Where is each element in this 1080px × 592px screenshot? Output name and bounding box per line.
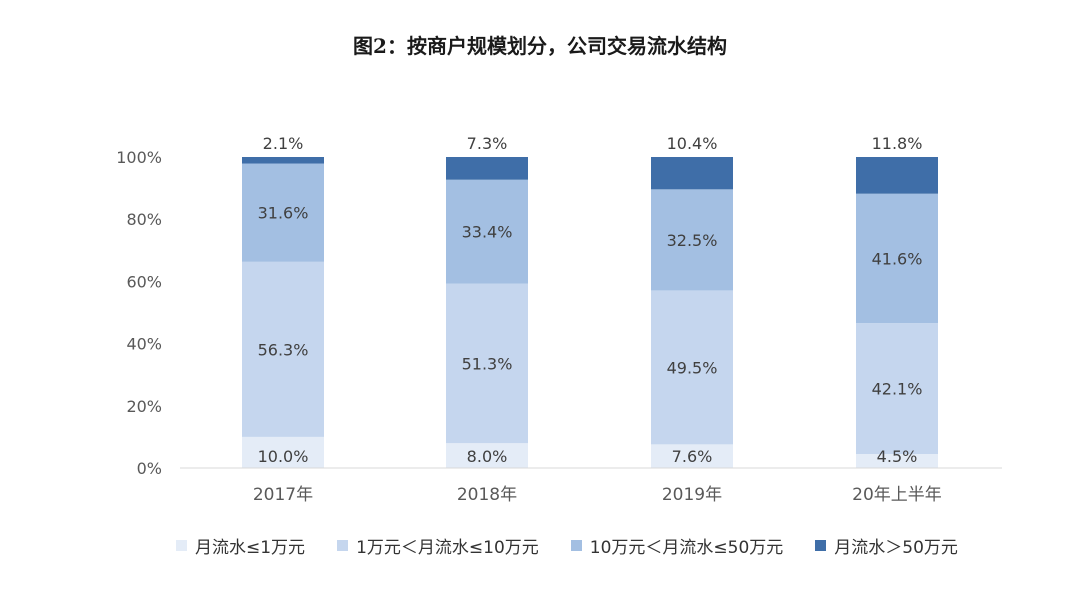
data-label: 10.4% <box>667 134 718 153</box>
y-tick-label: 0% <box>137 459 162 478</box>
x-tick-label: 2017年 <box>253 485 313 505</box>
bar-segment <box>651 290 733 445</box>
data-label: 7.6% <box>672 447 713 466</box>
data-label: 32.5% <box>667 231 718 250</box>
bar-segment <box>446 179 528 284</box>
data-label: 42.1% <box>872 380 923 399</box>
data-label: 8.0% <box>467 447 508 466</box>
data-label: 41.6% <box>872 249 923 268</box>
data-label: 31.6% <box>258 204 309 223</box>
data-label: 11.8% <box>872 134 923 153</box>
data-label: 10.0% <box>258 447 309 466</box>
legend-label: 月流水＞50万元 <box>834 538 958 558</box>
data-label: 56.3% <box>258 340 309 359</box>
legend-label: 1万元＜月流水≤10万元 <box>356 538 539 558</box>
x-tick-label: 2018年 <box>457 485 517 505</box>
data-label: 49.5% <box>667 358 718 377</box>
legend-swatch <box>570 540 582 551</box>
bar-segment <box>446 283 528 444</box>
chart-title: 图2：按商户规模划分，公司交易流水结构 <box>353 34 727 58</box>
legend-item: 月流水≤1万元 <box>176 533 305 558</box>
bar-segment <box>856 193 938 324</box>
y-tick-label: 80% <box>126 210 162 229</box>
legend-swatch <box>176 540 187 551</box>
data-label: 2.1% <box>263 134 304 153</box>
bar-segment <box>242 157 324 164</box>
x-tick-label: 20年上半年 <box>852 485 942 505</box>
data-label: 7.3% <box>467 134 508 153</box>
bar-segment <box>651 189 733 291</box>
x-tick-label: 2019年 <box>662 485 722 505</box>
legend-swatch <box>337 540 349 551</box>
legend-label: 10万元＜月流水≤50万元 <box>589 538 784 558</box>
y-tick-label: 60% <box>126 272 162 291</box>
bar-segment <box>242 261 324 437</box>
bar-segment <box>651 157 733 190</box>
legend-label: 月流水≤1万元 <box>195 538 306 558</box>
bar-segment <box>856 454 938 468</box>
legend-item: 1万元＜月流水≤10万元 <box>337 533 539 558</box>
y-tick-label: 20% <box>126 397 162 416</box>
chart-legend: 月流水≤1万元 1万元＜月流水≤10万元 10万元＜月流水≤50万元 月流水＞5… <box>176 533 958 558</box>
legend-swatch <box>815 540 827 551</box>
bar-segment <box>446 443 528 468</box>
data-label: 51.3% <box>462 354 513 373</box>
bar-segment <box>651 444 733 468</box>
bar-segment <box>242 163 324 262</box>
y-tick-label: 100% <box>116 148 162 167</box>
legend-item: 10万元＜月流水≤50万元 <box>570 533 784 558</box>
bar-segment <box>856 157 938 194</box>
bar-segment <box>856 323 938 455</box>
legend-item: 月流水＞50万元 <box>815 533 958 558</box>
data-label: 4.5% <box>877 447 918 466</box>
y-tick-label: 40% <box>126 335 162 354</box>
data-label: 33.4% <box>462 223 513 242</box>
bar-segment <box>242 436 324 468</box>
bar-segment <box>446 157 528 180</box>
